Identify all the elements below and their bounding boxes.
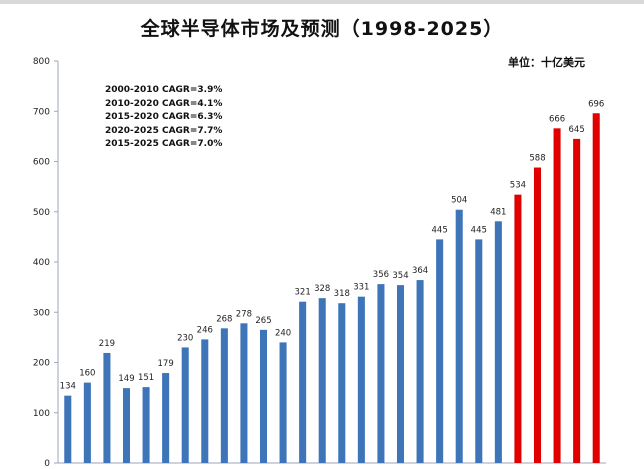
bar	[162, 373, 170, 463]
y-tick-label: 800	[33, 57, 50, 67]
bar-value-label: 278	[236, 309, 252, 319]
y-tick-label: 0	[44, 459, 50, 469]
bar-value-label: 331	[353, 283, 369, 293]
bar	[357, 296, 365, 463]
cagr-annotation: 2010-2020 CAGR=4.1%	[105, 98, 223, 109]
cagr-annotation: 2000-2010 CAGR=3.9%	[105, 85, 223, 95]
y-tick-label: 500	[33, 208, 50, 218]
top-strip	[0, 0, 644, 4]
bar	[240, 323, 248, 463]
bar	[338, 303, 346, 463]
bar	[396, 285, 405, 463]
bar-value-label: 534	[510, 181, 526, 191]
y-tick-label: 700	[33, 107, 50, 117]
bar-value-label: 364	[412, 266, 428, 276]
bar-value-label: 268	[216, 314, 232, 324]
bar	[201, 339, 209, 463]
forecast-bar	[533, 167, 542, 463]
bar	[122, 388, 131, 463]
bar-value-label: 354	[392, 271, 408, 281]
bar-value-label: 318	[334, 289, 350, 299]
forecast-bar	[553, 128, 561, 463]
bar-value-label: 240	[275, 328, 291, 338]
chart-title: 全球半导体市场及预测（1998-2025）	[140, 18, 504, 40]
bar-value-label: 328	[314, 284, 330, 294]
y-tick-label: 600	[33, 158, 50, 168]
bar-value-label: 356	[373, 270, 389, 280]
forecast-bar	[514, 194, 522, 464]
bar	[377, 284, 385, 463]
bar-value-label: 445	[432, 225, 448, 235]
y-tick-label: 100	[33, 409, 50, 419]
bar	[103, 352, 111, 463]
bar	[436, 239, 444, 463]
bar	[279, 342, 287, 463]
bar-value-label: 149	[118, 374, 134, 384]
y-tick-label: 400	[33, 258, 50, 268]
bar	[142, 387, 150, 463]
bar	[416, 280, 424, 463]
bar	[259, 329, 268, 463]
bar-value-label: 219	[99, 339, 115, 349]
y-tick-label: 300	[33, 308, 50, 318]
bar-value-label: 246	[197, 325, 213, 335]
bar	[455, 209, 463, 463]
bar-value-label: 179	[158, 359, 174, 369]
y-tick-label: 200	[33, 359, 50, 369]
bar	[64, 395, 72, 463]
bar	[220, 328, 228, 463]
forecast-bar	[592, 113, 600, 463]
bar-value-label: 265	[255, 316, 271, 326]
bar-value-label: 588	[529, 154, 545, 164]
bar-value-label: 321	[295, 288, 311, 298]
cagr-annotation: 2015-2020 CAGR=6.3%	[105, 112, 223, 122]
cagr-annotation: 2020-2025 CAGR=7.7%	[105, 125, 223, 136]
unit-label: 单位：十亿美元	[508, 56, 585, 69]
bar-value-label: 160	[79, 369, 95, 379]
bar	[299, 301, 307, 463]
bar	[494, 221, 502, 463]
bar-value-label: 696	[588, 99, 604, 109]
bar-value-label: 134	[60, 382, 76, 392]
bar-value-label: 666	[549, 114, 565, 124]
bar-value-label: 481	[490, 207, 506, 217]
bar-value-label: 230	[177, 333, 193, 343]
bar-value-label: 504	[451, 196, 467, 206]
bar-value-label: 645	[569, 125, 585, 135]
bar	[318, 298, 326, 463]
bar	[475, 239, 483, 463]
cagr-annotation: 2015-2025 CAGR=7.0%	[105, 139, 223, 149]
forecast-bar	[573, 138, 581, 463]
bar	[181, 347, 189, 463]
bar-value-label: 151	[138, 373, 154, 383]
bar-value-label: 445	[471, 225, 487, 235]
cagr-annotation-box: 2000-2010 CAGR=3.9% 2010-2020 CAGR=4.1% …	[105, 84, 222, 152]
bar	[83, 382, 91, 463]
